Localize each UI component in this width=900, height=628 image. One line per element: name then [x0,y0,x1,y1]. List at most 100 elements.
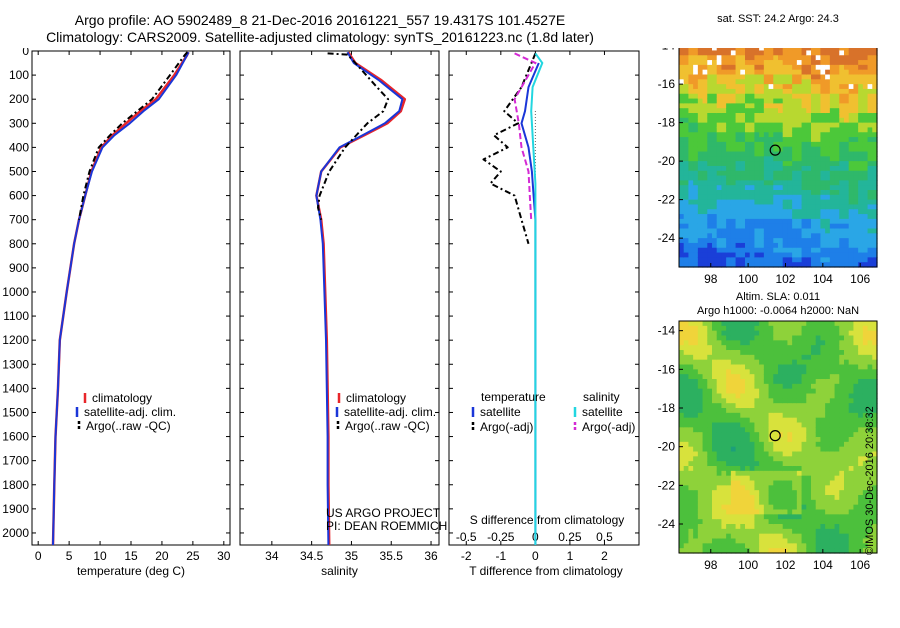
sla-cell [815,340,822,346]
sst-cell [844,209,850,215]
sla-cell [778,417,784,424]
sla-cell [702,364,708,370]
sla-cell [811,470,817,477]
sst-cell [796,132,803,138]
sla-cell [763,504,770,511]
sst-cell [825,228,831,234]
sla-cell [778,374,784,380]
sst-cell [815,190,822,196]
sla-cell [759,519,765,525]
sst-cell [844,88,850,95]
sla-cell [782,335,789,341]
depth-tick-label: 400 [9,140,29,154]
sla-cell [759,499,765,506]
sla-cell [679,519,685,525]
sst-cell [787,257,793,263]
sla-cell [858,379,864,385]
sla-cell [811,495,817,501]
sla-cell [862,509,869,515]
sst-cell [726,252,732,258]
sst-cell [697,60,704,66]
sla-cell [726,321,732,327]
sla-cell [858,451,864,457]
sla-cell [749,412,756,419]
sla-cell [853,408,859,414]
sla-cell [745,451,751,457]
sla-cell [858,354,864,361]
sst-cell [740,233,746,239]
sla-cell [778,461,784,467]
sla-cell [834,398,840,404]
sla-cell [683,446,690,453]
sla-cell [806,321,812,327]
sla-cell [773,408,779,414]
sst-cell [844,190,850,196]
sla-cell [740,451,746,457]
sla-cell [778,446,784,453]
sla-cell [801,509,807,515]
sst-cell [792,151,798,157]
sla-cell [820,364,826,370]
sla-cell [829,475,836,482]
sst-cell [773,55,779,61]
sst-cell [796,48,803,52]
sst-cell [683,228,690,234]
sst-cell [773,146,779,153]
sla-cell [801,422,807,428]
sst-cell [716,218,723,225]
sst-cell [815,170,822,177]
sst-cell [749,93,756,100]
sst-cell [683,98,690,104]
sla-cell [825,374,831,380]
sst-cell [697,247,704,254]
sla-cell [792,403,798,409]
sst-cell [688,74,694,80]
sla-cell [848,408,855,414]
sst-cell [754,247,760,254]
sla-cell [707,422,713,428]
sst-cell [716,190,723,196]
sst-cell [707,257,713,263]
sla-cell [782,480,789,486]
sla-cell [811,490,817,496]
sla-cell [778,524,784,530]
sla-cell [787,470,793,477]
sst-cell [862,146,869,153]
sst-cloud-cell [848,84,854,90]
sla-cell [697,466,704,472]
sst-cell [749,103,756,109]
sst-cell [853,228,859,234]
sla-cell [721,422,727,428]
sla-cell [806,335,812,341]
sla-cell [749,461,756,467]
sla-cell [716,388,723,395]
sst-cell [829,199,836,206]
sst-cell [688,137,694,143]
sla-cell [844,422,850,428]
sst-cell [815,262,822,268]
sst-cell [697,252,704,258]
sst-cell [726,204,732,210]
sla-cell [787,408,793,414]
sla-cell [763,388,770,395]
sst-cell [853,64,859,71]
sst-cell [693,88,699,95]
sla-cell [825,369,831,375]
sst-cell [716,84,723,90]
sla-cell [721,490,727,496]
sst-cell [867,165,873,172]
sla-cell [726,446,732,453]
sst-cell [834,88,840,95]
sla-cell [707,519,713,525]
sst-cell [815,50,822,56]
sst-cell [792,185,798,191]
sla-cell [754,441,760,448]
sla-cell [773,504,779,511]
sla-cell [707,538,713,544]
sst-cell [867,247,873,254]
sst-cell [825,199,831,206]
sst-cell [872,223,878,230]
sst-cell [745,247,751,254]
sst-cell [679,132,685,138]
sst-cell [862,242,869,249]
